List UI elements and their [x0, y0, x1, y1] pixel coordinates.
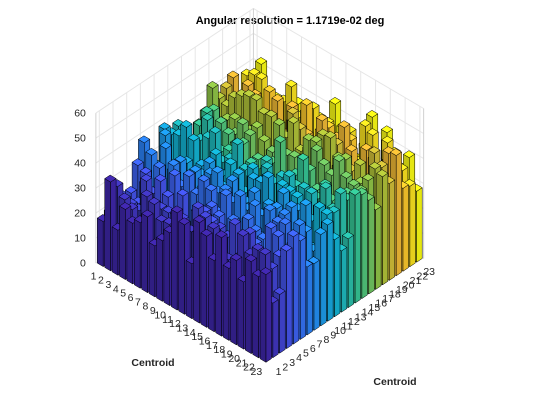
y-tick-label: 16: [375, 298, 387, 310]
y-tick-label: 3: [289, 357, 295, 369]
x-tick-label: 13: [177, 322, 189, 334]
y-tick-label: 19: [396, 284, 408, 296]
y-tick-label: 5: [303, 348, 309, 360]
z-tick-label: 0: [80, 258, 86, 270]
x-axis-label: Centroid: [373, 376, 416, 388]
x-tick-label: 2: [98, 275, 104, 287]
y-tick-label: 14: [362, 307, 374, 319]
z-tick-label: 60: [74, 108, 86, 120]
y-tick-label: 2: [282, 361, 288, 373]
y-tick-label: 8: [324, 334, 330, 346]
x-tick-label: 3: [105, 279, 111, 291]
z-tick-label: 30: [74, 183, 86, 195]
y-tick-label: 20: [403, 279, 415, 291]
y-tick-label: 9: [330, 329, 336, 341]
y-tick-label: 4: [296, 352, 302, 364]
y-tick-label: 18: [389, 289, 401, 301]
y-tick-label: 6: [310, 343, 316, 355]
x-tick-label: 15: [191, 331, 203, 343]
grid-line: [253, 33, 424, 134]
y-axis-label: Centroid: [131, 357, 174, 369]
chart-title: Angular resolution = 1.1719e-02 deg: [196, 15, 385, 27]
x-tick-label: 18: [214, 344, 226, 356]
y-tick-label: 23: [423, 266, 435, 278]
z-tick-label: 10: [74, 233, 86, 245]
y-tick-label: 12: [348, 316, 360, 328]
x-tick-label: 11: [162, 314, 173, 326]
x-tick-label: 21: [236, 357, 248, 369]
bar: [259, 267, 272, 363]
x-tick-label: 10: [154, 309, 166, 321]
grid-line: [95, 8, 254, 114]
x-tick-label: 19: [221, 349, 233, 361]
z-tick-label: 20: [74, 208, 86, 220]
y-tick-label: 1: [276, 366, 282, 378]
x-tick-label: 9: [150, 305, 156, 317]
x-tick-label: 17: [206, 340, 218, 352]
y-tick-label: 21: [410, 275, 422, 287]
y-tick-label: 17: [382, 293, 394, 305]
x-tick-label: 14: [184, 327, 196, 339]
y-tick-label: 22: [417, 270, 429, 282]
bars: [96, 57, 423, 363]
y-tick-label: 11: [342, 320, 353, 332]
x-tick-label: 4: [113, 283, 119, 295]
z-tick-label: 40: [74, 158, 86, 170]
x-tick-label: 5: [120, 288, 126, 300]
x-tick-label: 8: [142, 301, 148, 313]
x-tick-label: 1: [91, 270, 97, 282]
x-tick-label: 12: [169, 318, 181, 330]
z-tick-label: 50: [74, 133, 86, 145]
x-tick-label: 22: [243, 362, 255, 374]
x-tick-label: 20: [228, 353, 240, 365]
x-tick-label: 6: [128, 292, 134, 304]
y-tick-label: 15: [369, 302, 381, 314]
x-tick-label: 23: [251, 366, 263, 378]
y-tick-label: 7: [317, 339, 323, 351]
grid-line: [95, 33, 254, 139]
y-tick-label: 13: [355, 311, 367, 323]
y-tick-label: 10: [334, 325, 346, 337]
grid-line: [253, 8, 424, 109]
x-tick-label: 7: [135, 296, 141, 308]
x-tick-label: 16: [199, 336, 211, 348]
